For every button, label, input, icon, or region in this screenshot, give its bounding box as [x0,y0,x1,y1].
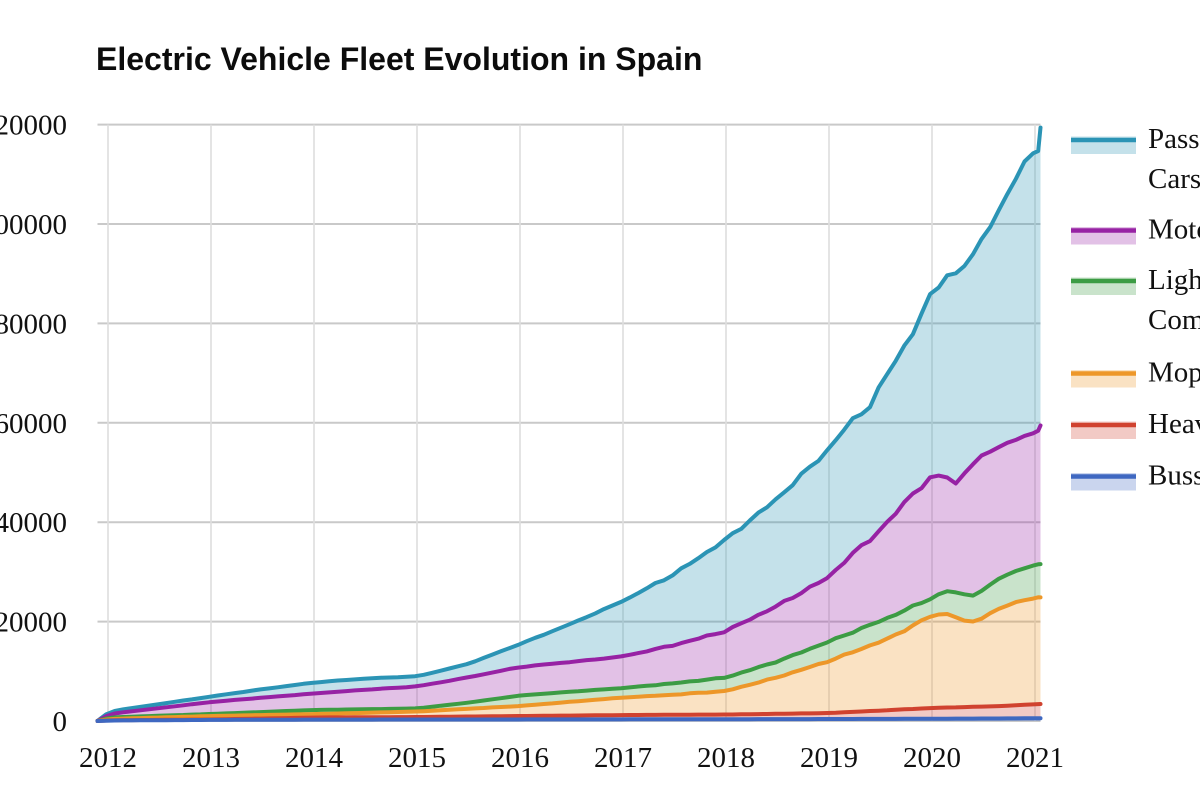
svg-text:2013: 2013 [182,742,240,774]
svg-text:Motorcycles: Motorcycles [1148,214,1200,246]
svg-text:80000: 80000 [0,308,67,340]
svg-text:Commercial: Commercial [1148,304,1200,336]
svg-text:Mopeds: Mopeds [1148,357,1200,389]
svg-text:2018: 2018 [697,742,755,774]
svg-text:0: 0 [53,706,68,738]
svg-text:Electric Vehicle Fleet Evoluti: Electric Vehicle Fleet Evolution in Spai… [96,41,702,77]
svg-text:Heavy: Heavy [1148,408,1200,440]
svg-text:2019: 2019 [800,742,858,774]
svg-text:Light: Light [1148,264,1200,296]
svg-text:2015: 2015 [388,742,446,774]
svg-text:Passenger: Passenger [1148,123,1200,155]
svg-text:20000: 20000 [0,607,67,639]
svg-text:60000: 60000 [0,408,67,440]
svg-text:2021: 2021 [1006,742,1064,774]
svg-text:40000: 40000 [0,507,67,539]
svg-text:2012: 2012 [79,742,137,774]
svg-text:2017: 2017 [594,742,652,774]
svg-text:Busses: Busses [1148,460,1200,492]
svg-text:100000: 100000 [0,209,67,241]
svg-text:2020: 2020 [903,742,961,774]
svg-text:Cars: Cars [1148,163,1200,195]
svg-text:120000: 120000 [0,110,67,142]
svg-text:2014: 2014 [285,742,344,774]
svg-text:2016: 2016 [491,742,549,774]
